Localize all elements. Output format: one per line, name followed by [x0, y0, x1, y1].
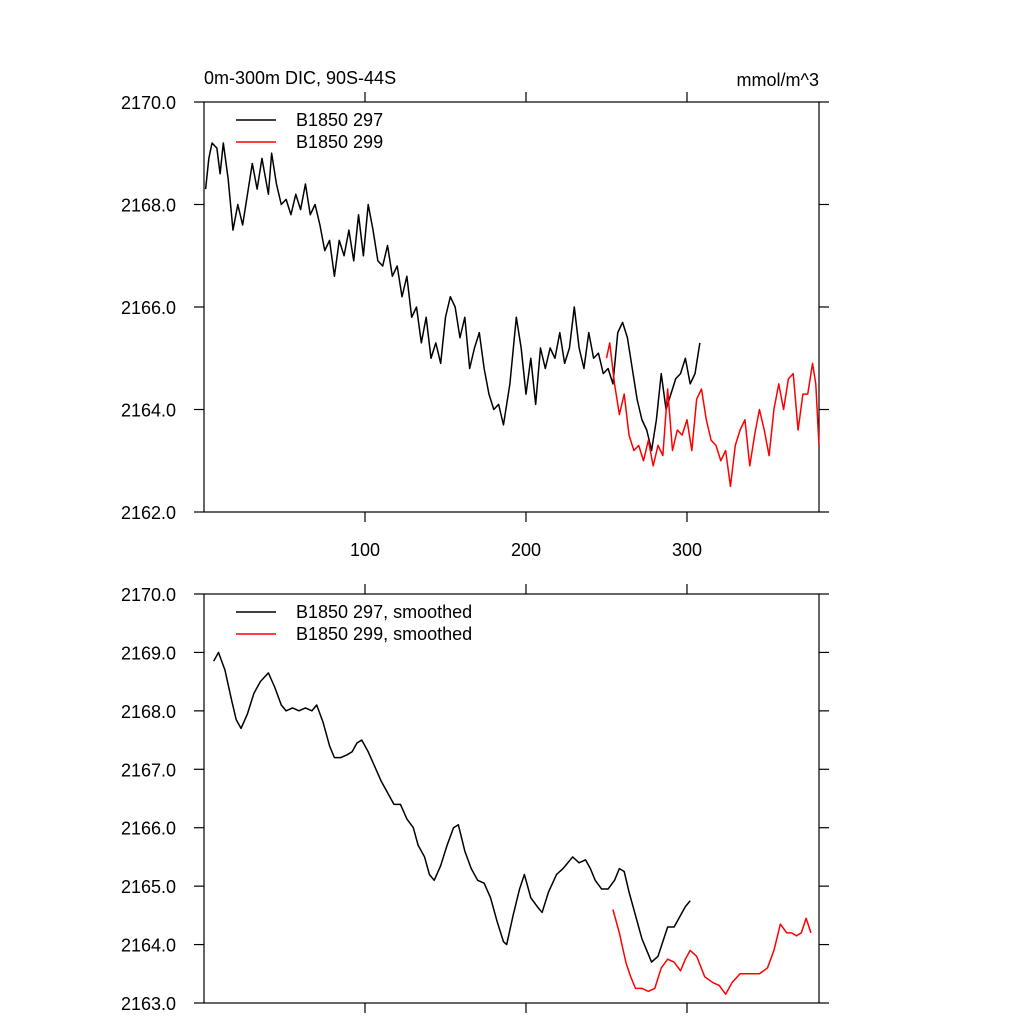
y-tick-label: 2162.0	[121, 503, 176, 523]
y-tick-label: 2165.0	[121, 877, 176, 897]
y-tick-label: 2170.0	[121, 93, 176, 113]
legend-label: B1850 297, smoothed	[296, 602, 472, 622]
y-tick-label: 2166.0	[121, 298, 176, 318]
legend-label: B1850 299	[296, 132, 383, 152]
data-line	[605, 342, 820, 488]
y-tick-label: 2166.0	[121, 819, 176, 839]
y-tick-label: 2169.0	[121, 643, 176, 663]
x-tick-label: 100	[350, 540, 380, 560]
plot-frame	[203, 593, 820, 1004]
legend-label: B1850 299, smoothed	[296, 624, 472, 644]
x-tick-label: 200	[511, 540, 541, 560]
data-line	[612, 909, 812, 995]
y-tick-label: 2168.0	[121, 196, 176, 216]
units-label: mmol/m^3	[737, 70, 819, 90]
y-tick-label: 2170.0	[121, 585, 176, 605]
x-tick-label: 300	[672, 540, 702, 560]
data-line	[213, 651, 691, 963]
legend-label: B1850 297	[296, 110, 383, 130]
plot-frame	[203, 101, 820, 513]
y-tick-label: 2164.0	[121, 936, 176, 956]
chart-title: 0m-300m DIC, 90S-44S	[204, 68, 396, 88]
y-tick-label: 2163.0	[121, 994, 176, 1014]
y-tick-label: 2168.0	[121, 702, 176, 722]
data-line	[204, 142, 701, 452]
y-tick-label: 2164.0	[121, 401, 176, 421]
y-tick-label: 2167.0	[121, 760, 176, 780]
